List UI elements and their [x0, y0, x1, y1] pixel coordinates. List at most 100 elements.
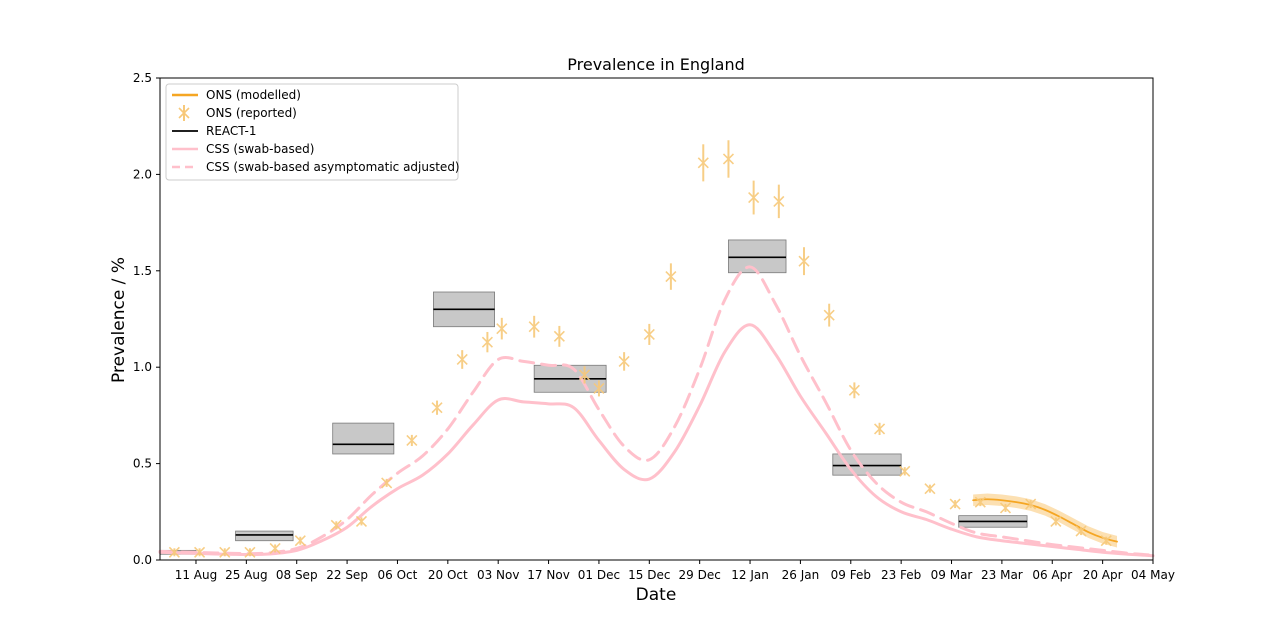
x-tick-label-3: 22 Sep — [326, 568, 368, 582]
legend-label-0: ONS (modelled) — [206, 88, 301, 102]
y-axis: 0.0 0.5 1.0 1.5 2.0 2.5 — [133, 71, 160, 567]
x-tick-label-11: 12 Jan — [731, 568, 769, 582]
ons-reported-point-28 — [873, 422, 886, 436]
legend-label-4: CSS (swab-based asymptomatic adjusted) — [206, 160, 460, 174]
x-tick-label-6: 03 Nov — [477, 568, 520, 582]
y-tick-3: 1.5 — [133, 264, 160, 278]
react1-interval-4 — [728, 239, 787, 274]
series-line-0 — [158, 323, 1155, 558]
react1-interval-0 — [235, 530, 294, 542]
y-tick-label-4: 2.0 — [133, 167, 152, 181]
ons-reported-point-10 — [431, 400, 443, 415]
series-line-2 — [972, 498, 1118, 543]
x-tick-label-10: 29 Dec — [679, 568, 721, 582]
legend-label-1: ONS (reported) — [206, 106, 297, 120]
legend-label-3: CSS (swab-based) — [206, 142, 314, 156]
plot-frame — [159, 77, 1154, 561]
y-tick-5: 2.5 — [133, 71, 160, 85]
series-line-1 — [158, 265, 1155, 557]
x-tick-1: 25 Aug — [225, 560, 268, 582]
y-tick-2: 1.0 — [133, 360, 160, 374]
y-axis-label: Prevalence / % — [109, 257, 129, 383]
x-tick-7: 17 Nov — [527, 560, 570, 582]
x-tick-label-4: 06 Oct — [378, 568, 418, 582]
ons-reported-point-20 — [665, 263, 677, 290]
y-tick-label-1: 0.5 — [133, 457, 152, 471]
x-tick-label-2: 08 Sep — [276, 568, 318, 582]
ons-reported-point-32 — [974, 496, 986, 508]
ons-reported-point-1 — [194, 546, 206, 558]
ons-reported-point-11 — [456, 350, 468, 369]
ons-reported-point-4 — [269, 542, 281, 554]
ons-reported-point-9 — [406, 434, 418, 447]
ons-reported-point-3 — [244, 546, 256, 558]
x-tick-4: 06 Oct — [378, 560, 418, 582]
legend-entry-0: ONS (modelled) — [172, 88, 301, 102]
css-layer — [158, 265, 1155, 558]
ons-reported-point-21 — [697, 144, 709, 182]
ons-reported-point-27 — [848, 382, 860, 399]
ons-reported-point-0 — [168, 546, 180, 558]
x-tick-13: 09 Feb — [831, 560, 871, 582]
ons-reported-point-14 — [528, 315, 540, 338]
ons-reported-point-35 — [1050, 515, 1062, 528]
react1-layer — [159, 239, 1028, 555]
x-tick-5: 20 Oct — [428, 560, 468, 582]
y-tick-0: 0.0 — [133, 553, 160, 567]
x-tick-label-0: 11 Aug — [175, 568, 218, 582]
x-axis-label: Date — [636, 585, 677, 605]
ons-modelled-layer — [972, 498, 1118, 543]
ons-reported-point-24 — [773, 184, 785, 219]
y-tick-label-2: 1.0 — [133, 360, 152, 374]
ons-reported-point-29 — [899, 465, 911, 477]
ons-reported-point-19 — [643, 323, 655, 345]
x-tick-label-18: 20 Apr — [1083, 568, 1123, 582]
legend-label-2: REACT-1 — [206, 124, 257, 138]
ons-reported-point-5 — [294, 535, 306, 547]
x-axis: 11 Aug 25 Aug 08 Sep 22 Sep 06 Oct 20 Oct 03 N… — [175, 560, 1175, 582]
x-tick-11: 12 Jan — [731, 560, 769, 582]
x-tick-9: 15 Dec — [628, 560, 670, 582]
x-tick-2: 08 Sep — [276, 560, 318, 582]
legend-entry-2: REACT-1 — [172, 124, 257, 138]
ons-reported-point-6 — [330, 519, 342, 531]
axes-frame — [159, 77, 1154, 561]
x-tick-0: 11 Aug — [175, 560, 218, 582]
ons-reported-point-25 — [798, 247, 810, 276]
legend-entry-4: CSS (swab-based asymptomatic adjusted) — [172, 160, 460, 174]
y-tick-label-5: 2.5 — [133, 71, 152, 85]
react1-interval-1 — [332, 422, 395, 455]
y-tick-4: 2.0 — [133, 167, 160, 181]
ons-reported-point-17 — [593, 380, 605, 397]
chart-title: Prevalence in England — [567, 55, 745, 74]
ons-reported-point-16 — [578, 366, 591, 384]
ons-reported-point-30 — [924, 483, 936, 495]
x-tick-6: 03 Nov — [477, 560, 520, 582]
ons-reported-point-26 — [823, 303, 835, 327]
ons-reported-point-37 — [1100, 535, 1112, 547]
x-tick-8: 01 Dec — [578, 560, 620, 582]
ons-reported-point-34 — [1025, 498, 1037, 510]
x-tick-18: 20 Apr — [1083, 560, 1123, 582]
x-tick-16: 23 Mar — [981, 560, 1023, 582]
ons-reported-point-33 — [999, 502, 1012, 514]
legend: ONS (modelled) ONS (reported) REACT-1 CSS (… — [165, 83, 460, 181]
x-tick-label-13: 09 Feb — [831, 568, 871, 582]
y-tick-label-3: 1.5 — [133, 264, 152, 278]
y-tick-1: 0.5 — [133, 457, 160, 471]
x-tick-10: 29 Dec — [679, 560, 721, 582]
x-tick-19: 04 May — [1131, 560, 1175, 582]
x-tick-15: 09 Mar — [931, 560, 972, 582]
x-tick-label-7: 17 Nov — [527, 568, 570, 582]
x-tick-label-5: 20 Oct — [428, 568, 468, 582]
ons-reported-point-8 — [381, 477, 393, 489]
x-tick-12: 26 Jan — [782, 560, 819, 582]
x-tick-3: 22 Sep — [326, 560, 368, 582]
x-tick-17: 06 Apr — [1032, 560, 1072, 582]
y-tick-label-0: 0.0 — [133, 553, 152, 567]
ons-reported-point-22 — [722, 140, 735, 178]
ons-reported-point-2 — [219, 546, 231, 558]
ons-reported-point-13 — [496, 317, 508, 340]
ons-reported-point-15 — [553, 325, 565, 347]
